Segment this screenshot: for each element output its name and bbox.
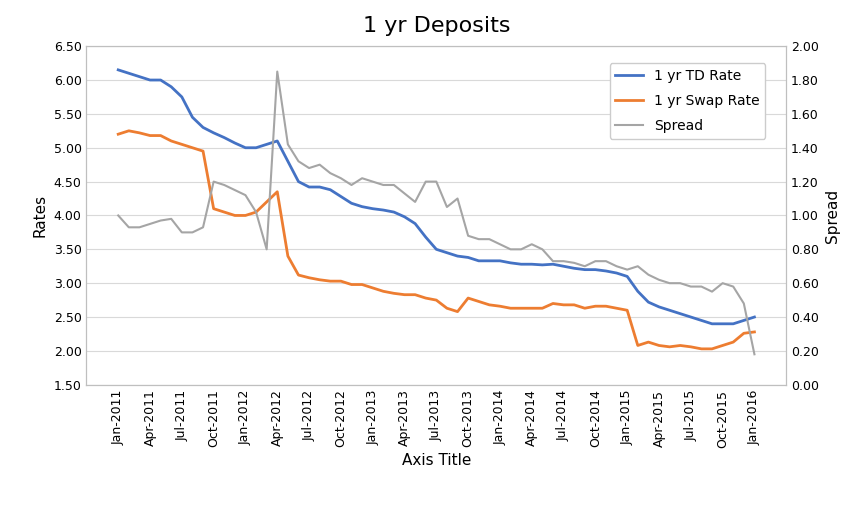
Title: 1 yr Deposits: 1 yr Deposits xyxy=(363,16,510,36)
Spread xyxy=(262,246,272,252)
Spread xyxy=(505,246,516,252)
1 yr TD Rate xyxy=(240,145,251,151)
1 yr Swap Rate xyxy=(749,329,759,335)
Spread xyxy=(240,192,251,198)
1 yr TD Rate xyxy=(336,193,346,200)
1 yr TD Rate xyxy=(664,307,675,313)
1 yr Swap Rate xyxy=(696,346,707,352)
1 yr Swap Rate xyxy=(346,282,357,288)
Y-axis label: Rates: Rates xyxy=(33,194,48,237)
1 yr Swap Rate xyxy=(675,342,685,348)
Y-axis label: Spread: Spread xyxy=(824,188,840,243)
Spread xyxy=(346,182,357,188)
Line: 1 yr Swap Rate: 1 yr Swap Rate xyxy=(118,131,754,349)
1 yr Swap Rate xyxy=(251,209,261,215)
1 yr Swap Rate xyxy=(463,295,473,301)
Legend: 1 yr TD Rate, 1 yr Swap Rate, Spread: 1 yr TD Rate, 1 yr Swap Rate, Spread xyxy=(610,63,766,139)
1 yr TD Rate xyxy=(453,253,463,259)
1 yr TD Rate xyxy=(707,321,717,327)
1 yr TD Rate xyxy=(113,67,124,73)
1 yr Swap Rate xyxy=(113,131,124,137)
Spread xyxy=(749,351,759,358)
1 yr TD Rate xyxy=(495,258,505,264)
1 yr Swap Rate xyxy=(124,128,134,134)
Line: Spread: Spread xyxy=(118,71,754,354)
1 yr TD Rate xyxy=(262,141,272,147)
X-axis label: Axis Title: Axis Title xyxy=(402,453,471,468)
Line: 1 yr TD Rate: 1 yr TD Rate xyxy=(118,70,754,324)
Spread xyxy=(272,68,283,74)
1 yr Swap Rate xyxy=(272,189,283,195)
1 yr Swap Rate xyxy=(505,305,516,311)
Spread xyxy=(463,233,473,239)
1 yr TD Rate xyxy=(749,314,759,320)
Spread xyxy=(675,280,685,286)
Spread xyxy=(113,212,124,219)
